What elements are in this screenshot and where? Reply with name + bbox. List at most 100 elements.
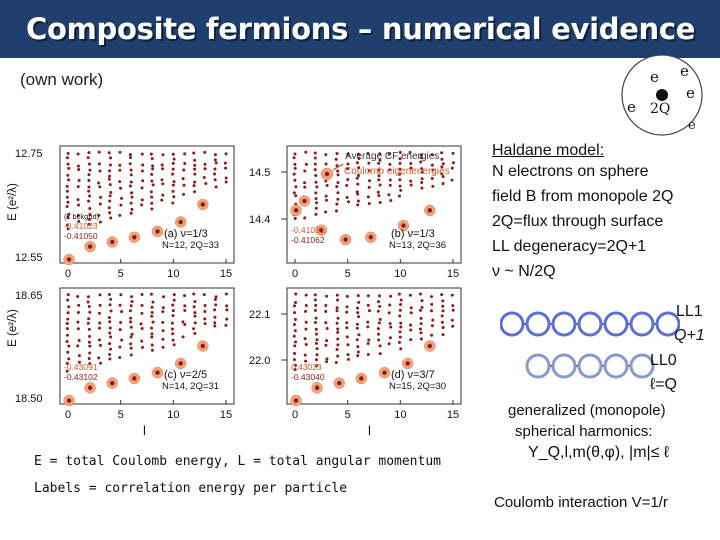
- spectrum-point: [355, 326, 359, 330]
- spectrum-point: [294, 363, 298, 367]
- spectrum-point: [314, 341, 318, 345]
- spectrum-point: [77, 360, 81, 364]
- spectrum-point: [314, 197, 318, 201]
- spectrum-point: [193, 167, 197, 171]
- spectrum-point: [397, 194, 401, 198]
- spectrum-point: [431, 318, 435, 322]
- spectrum-point: [214, 303, 218, 307]
- spectrum-point: [336, 298, 340, 302]
- spectrum-point: [140, 304, 144, 308]
- spectrum-point: [336, 316, 340, 320]
- spectrum-point: [214, 185, 218, 189]
- spectrum-point: [378, 183, 382, 187]
- slide-title: Composite fermions – numerical evidence: [26, 12, 696, 46]
- coulomb-energy-point: [319, 228, 324, 233]
- spectrum-point: [450, 166, 454, 170]
- spectrum-point: [66, 293, 70, 297]
- ll1-orbital: [500, 311, 525, 337]
- spectrum-point: [149, 152, 153, 156]
- spectrum-point: [76, 213, 80, 217]
- x-tick-label: 5: [118, 268, 124, 280]
- spectrum-point: [441, 162, 445, 166]
- spectrum-point: [128, 184, 132, 188]
- spectrum-point: [66, 317, 70, 321]
- x-tick-label: 10: [394, 268, 406, 280]
- spectrum-point: [150, 314, 154, 318]
- spectrum-point: [171, 172, 175, 176]
- spectrum-point: [355, 322, 359, 326]
- spectrum-point: [66, 200, 70, 204]
- spectrum-point: [213, 297, 217, 301]
- ll0-orbital: [577, 353, 603, 379]
- spectrum-point: [150, 201, 154, 205]
- spectrum-point: [97, 311, 101, 315]
- spectrum-point: [366, 342, 370, 346]
- spectrum-point: [171, 332, 175, 336]
- spectrum-point: [65, 184, 69, 188]
- spectrum-point: [150, 195, 154, 199]
- spectrum-point: [324, 343, 328, 347]
- spectrum-point: [399, 188, 403, 192]
- y-tick-label: 12.55: [15, 252, 43, 264]
- spectrum-point: [399, 298, 403, 302]
- spectrum-point: [398, 150, 402, 154]
- spectrum-point: [128, 162, 132, 166]
- spectrum-point: [430, 153, 434, 157]
- spectrum-point: [293, 216, 297, 220]
- spectrum-point: [346, 353, 350, 357]
- y-tick-label: 14.5: [249, 167, 270, 179]
- spectrum-point: [97, 162, 101, 166]
- spectrum-point: [118, 180, 122, 184]
- spectrum-point: [140, 339, 144, 343]
- spectrum-point: [107, 316, 111, 320]
- spectrum-point: [356, 350, 360, 354]
- spectrum-point: [304, 150, 308, 154]
- spectrum-point: [151, 300, 155, 304]
- y-tick-label: 12.75: [15, 148, 43, 160]
- spectrum-point: [99, 195, 103, 199]
- spectrum-point: [65, 361, 69, 365]
- spectrum-point: [118, 163, 122, 167]
- coulomb-energy-point: [405, 361, 410, 366]
- legend-coulomb-marker: [324, 171, 330, 177]
- spectrum-point: [418, 292, 422, 296]
- haldane-line: N electrons on sphere: [492, 163, 649, 180]
- spectrum-point: [202, 176, 206, 180]
- spectrum-point: [66, 311, 70, 315]
- spectrum-point: [172, 180, 176, 184]
- spectrum-point: [76, 198, 80, 202]
- coulomb-energy-point: [359, 376, 364, 381]
- panel-label: (a) ν=1/3: [164, 228, 208, 240]
- spectrum-point: [151, 167, 155, 171]
- spectrum-point: [293, 166, 297, 170]
- spectrum-point: [378, 201, 382, 205]
- spectrum-point: [151, 320, 155, 324]
- spectrum-point: [88, 344, 92, 348]
- spectrum-point: [293, 162, 297, 166]
- sphere-diagram: [621, 55, 703, 136]
- spectrum-point: [213, 321, 217, 325]
- spectrum-point: [304, 343, 308, 347]
- spectrum-point: [118, 328, 122, 332]
- spectrum-point: [335, 151, 339, 155]
- spectrum-point: [398, 330, 402, 334]
- spectrum-point: [418, 308, 422, 312]
- electron-label: e: [680, 62, 689, 80]
- spectrum-point: [441, 299, 445, 303]
- spectrum-point: [409, 338, 413, 342]
- spectrum-point: [389, 198, 393, 202]
- spectrum-point: [347, 357, 351, 361]
- spectrum-point: [150, 157, 154, 161]
- spectrum-point: [378, 152, 382, 156]
- spectrum-point: [171, 189, 175, 193]
- y-tick-label: 22.0: [249, 355, 270, 367]
- spectrum-point: [77, 339, 81, 343]
- spectrum-point: [120, 196, 124, 200]
- harmonics-line1: generalized (monopole): [508, 402, 666, 419]
- spectrum-point: [314, 316, 318, 320]
- y-tick-label: 22.1: [249, 309, 270, 321]
- spectrum-point: [356, 311, 360, 315]
- spectrum-point: [224, 166, 228, 170]
- spectrum-point: [203, 150, 207, 154]
- spectrum-point: [398, 184, 402, 188]
